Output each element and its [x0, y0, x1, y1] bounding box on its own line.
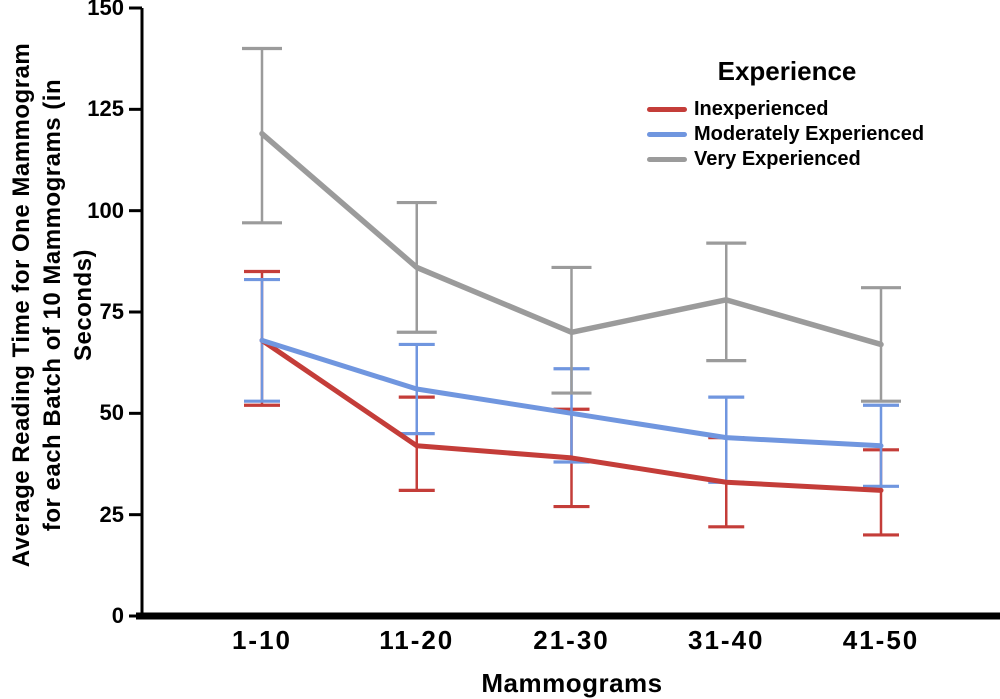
legend-items: Inexperienced Moderately Experienced Very … [647, 97, 967, 172]
series-line-very-experienced [259, 130, 884, 348]
x-tick-label: 11-20 [379, 625, 455, 655]
y-axis-title-line: Average Reading Time for One Mammogram [8, 42, 35, 568]
legend-item: Moderately Experienced [647, 122, 967, 147]
y-tick-label: 125 [87, 96, 124, 122]
y-tick-label: 100 [87, 197, 124, 223]
x-axis-title: Mammograms [481, 668, 663, 698]
y-tick-label: 25 [99, 501, 124, 527]
x-tick-label: 31-40 [688, 625, 765, 655]
y-tick-label: 50 [99, 400, 124, 426]
series-line-moderately-experienced [259, 337, 884, 449]
y-tick-label: 75 [99, 299, 124, 324]
legend-swatch [647, 132, 687, 137]
legend-label: Inexperienced [694, 98, 829, 120]
legend: Experience Inexperienced Moderately Exper… [647, 56, 967, 172]
legend-label: Moderately Experienced [694, 123, 925, 145]
y-tick-label: 0 [111, 603, 124, 628]
legend-swatch [647, 107, 687, 112]
legend-swatch [647, 157, 687, 162]
legend-title: Experience [717, 56, 857, 86]
y-tick-label: 150 [87, 0, 124, 20]
legend-label: Very Experienced [694, 148, 861, 170]
x-tick-label: 21-30 [533, 625, 610, 655]
x-tick-label: 41-50 [842, 625, 920, 655]
legend-item: Very Experienced [647, 147, 967, 172]
legend-item: Inexperienced [647, 97, 967, 122]
series-line-inexperienced [259, 337, 884, 493]
x-tick-label: 1-10 [231, 625, 293, 655]
